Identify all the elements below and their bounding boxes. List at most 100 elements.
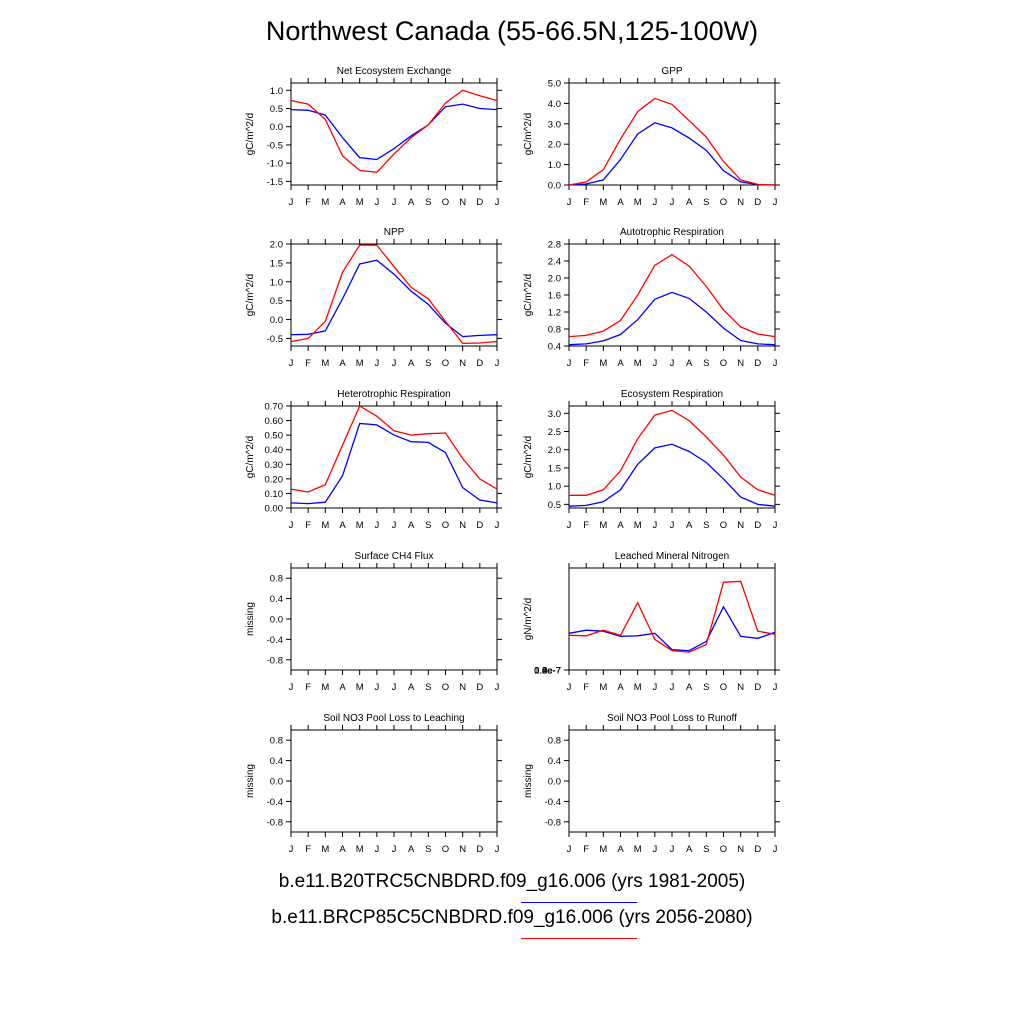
y-tick-label: 1.0 [548,160,561,171]
x-tick-label: O [720,682,727,693]
x-tick-label: A [408,844,415,855]
y-tick-label: 1.2 [548,308,561,319]
y-axis-label: missing [245,602,256,636]
x-tick-label: J [670,520,675,531]
x-tick-label: M [356,197,364,208]
x-tick-label: S [425,197,431,208]
x-tick-label: D [476,358,483,369]
x-tick-label: M [321,197,329,208]
x-tick-label: D [754,197,761,208]
plot-frame [568,243,776,347]
legend-swatch-historical [521,902,637,903]
chart-title: Leached Mineral Nitrogen [615,551,730,562]
x-tick-label: N [737,520,744,531]
x-tick-label: N [737,844,744,855]
plot-frame [290,729,498,833]
x-tick-label: J [773,197,778,208]
y-axis-label: missing [523,764,534,798]
x-tick-label: J [289,520,294,531]
x-tick-label: F [583,197,589,208]
chart-title: Soil NO3 Pool Loss to Leaching [323,713,464,724]
x-tick-label: J [652,682,657,693]
y-tick-label: -0.4 [545,797,561,808]
y-tick-label: 1.0 [270,277,283,288]
y-tick-label: 0.8 [548,736,561,747]
x-tick-label: J [567,844,572,855]
y-tick-label: 1.5 [548,463,561,474]
y-tick-label: 0.60 [265,416,284,427]
x-tick-label: A [408,520,415,531]
plot-frame [290,405,498,509]
x-tick-label: S [425,358,431,369]
x-tick-label: J [652,844,657,855]
x-tick-label: N [459,358,466,369]
y-tick-label: 0.00 [265,504,284,515]
y-tick-label: -1.0 [267,159,283,170]
x-tick-label: F [583,844,589,855]
x-tick-label: J [495,520,500,531]
x-tick-label: N [459,520,466,531]
y-tick-label: 0.8 [270,736,283,747]
legend-label-future: b.e11.BRCP85C5CNBDRD.f09_g16.006 (yrs 20… [271,907,753,928]
y-tick-label: 0.4 [270,756,283,767]
x-tick-label: J [392,520,397,531]
y-tick-label: 3.0 [548,409,561,420]
x-tick-label: M [634,844,642,855]
y-axis-label: gC/m^2/d [245,436,256,479]
x-tick-label: A [617,358,624,369]
x-tick-label: J [374,844,379,855]
y-tick-label: 2.0 [270,240,283,251]
x-tick-label: O [442,844,449,855]
plot-frame [568,729,776,833]
x-tick-label: O [720,197,727,208]
y-tick-label: 0.5 [270,104,283,115]
x-tick-label: A [339,844,346,855]
x-tick-label: A [617,682,624,693]
x-tick-label: A [686,682,693,693]
y-tick-label: -0.8 [267,817,283,828]
x-tick-label: A [686,197,693,208]
y-tick-label: 0.2e-7 [534,666,561,677]
series-line-historical [568,291,776,346]
y-tick-label: 0.50 [265,431,284,442]
x-tick-label: S [703,197,709,208]
x-tick-label: F [305,682,311,693]
chart-panel-surface-ch4-flux: Surface CH4 Flux missing 0.8 0.4 0.0 -0.4 -0.8… [245,551,502,693]
y-tick-label: 2.5 [548,427,561,438]
chart-panel-heterotrophic-respiration: Heterotrophic Respiration gC/m^2/d 0.70 0.6… [245,389,502,531]
y-tick-label: -0.8 [545,817,561,828]
x-tick-label: J [670,844,675,855]
x-tick-label: A [339,358,346,369]
series-line-future [290,405,498,493]
chart-panel-net-ecosystem-exchange: Net Ecosystem Exchange gC/m^2/d 1.0 0.5 0.0 -… [245,66,502,208]
x-tick-label: M [599,358,607,369]
y-tick-label: 1.0e-7 [534,666,561,677]
series-line-future [569,409,776,496]
page-title: Northwest Canada (55-66.5N,125-100W) [265,16,759,46]
x-tick-label: A [408,682,415,693]
plot-frame [568,82,776,186]
chart-panel-ecosystem-respiration: Ecosystem Respiration gC/m^2/d 3.0 2.5 2.0 1.… [523,389,780,531]
x-tick-label: J [392,197,397,208]
x-tick-label: D [476,844,483,855]
x-tick-label: J [773,520,778,531]
x-tick-label: M [599,844,607,855]
y-tick-label: 0.8 [270,574,283,585]
y-tick-label: 5.0 [548,79,561,90]
x-tick-label: J [567,520,572,531]
x-tick-label: A [339,682,346,693]
x-tick-label: O [442,682,449,693]
x-tick-label: J [495,844,500,855]
x-tick-label: F [305,197,311,208]
x-tick-label: D [754,520,761,531]
x-tick-label: A [408,358,415,369]
series-line-historical [568,443,776,507]
x-tick-label: N [737,682,744,693]
x-tick-label: S [703,682,709,693]
y-tick-label: 0.30 [265,460,284,471]
x-tick-label: S [703,520,709,531]
x-tick-label: M [634,520,642,531]
x-tick-label: O [720,844,727,855]
x-tick-label: J [289,682,294,693]
